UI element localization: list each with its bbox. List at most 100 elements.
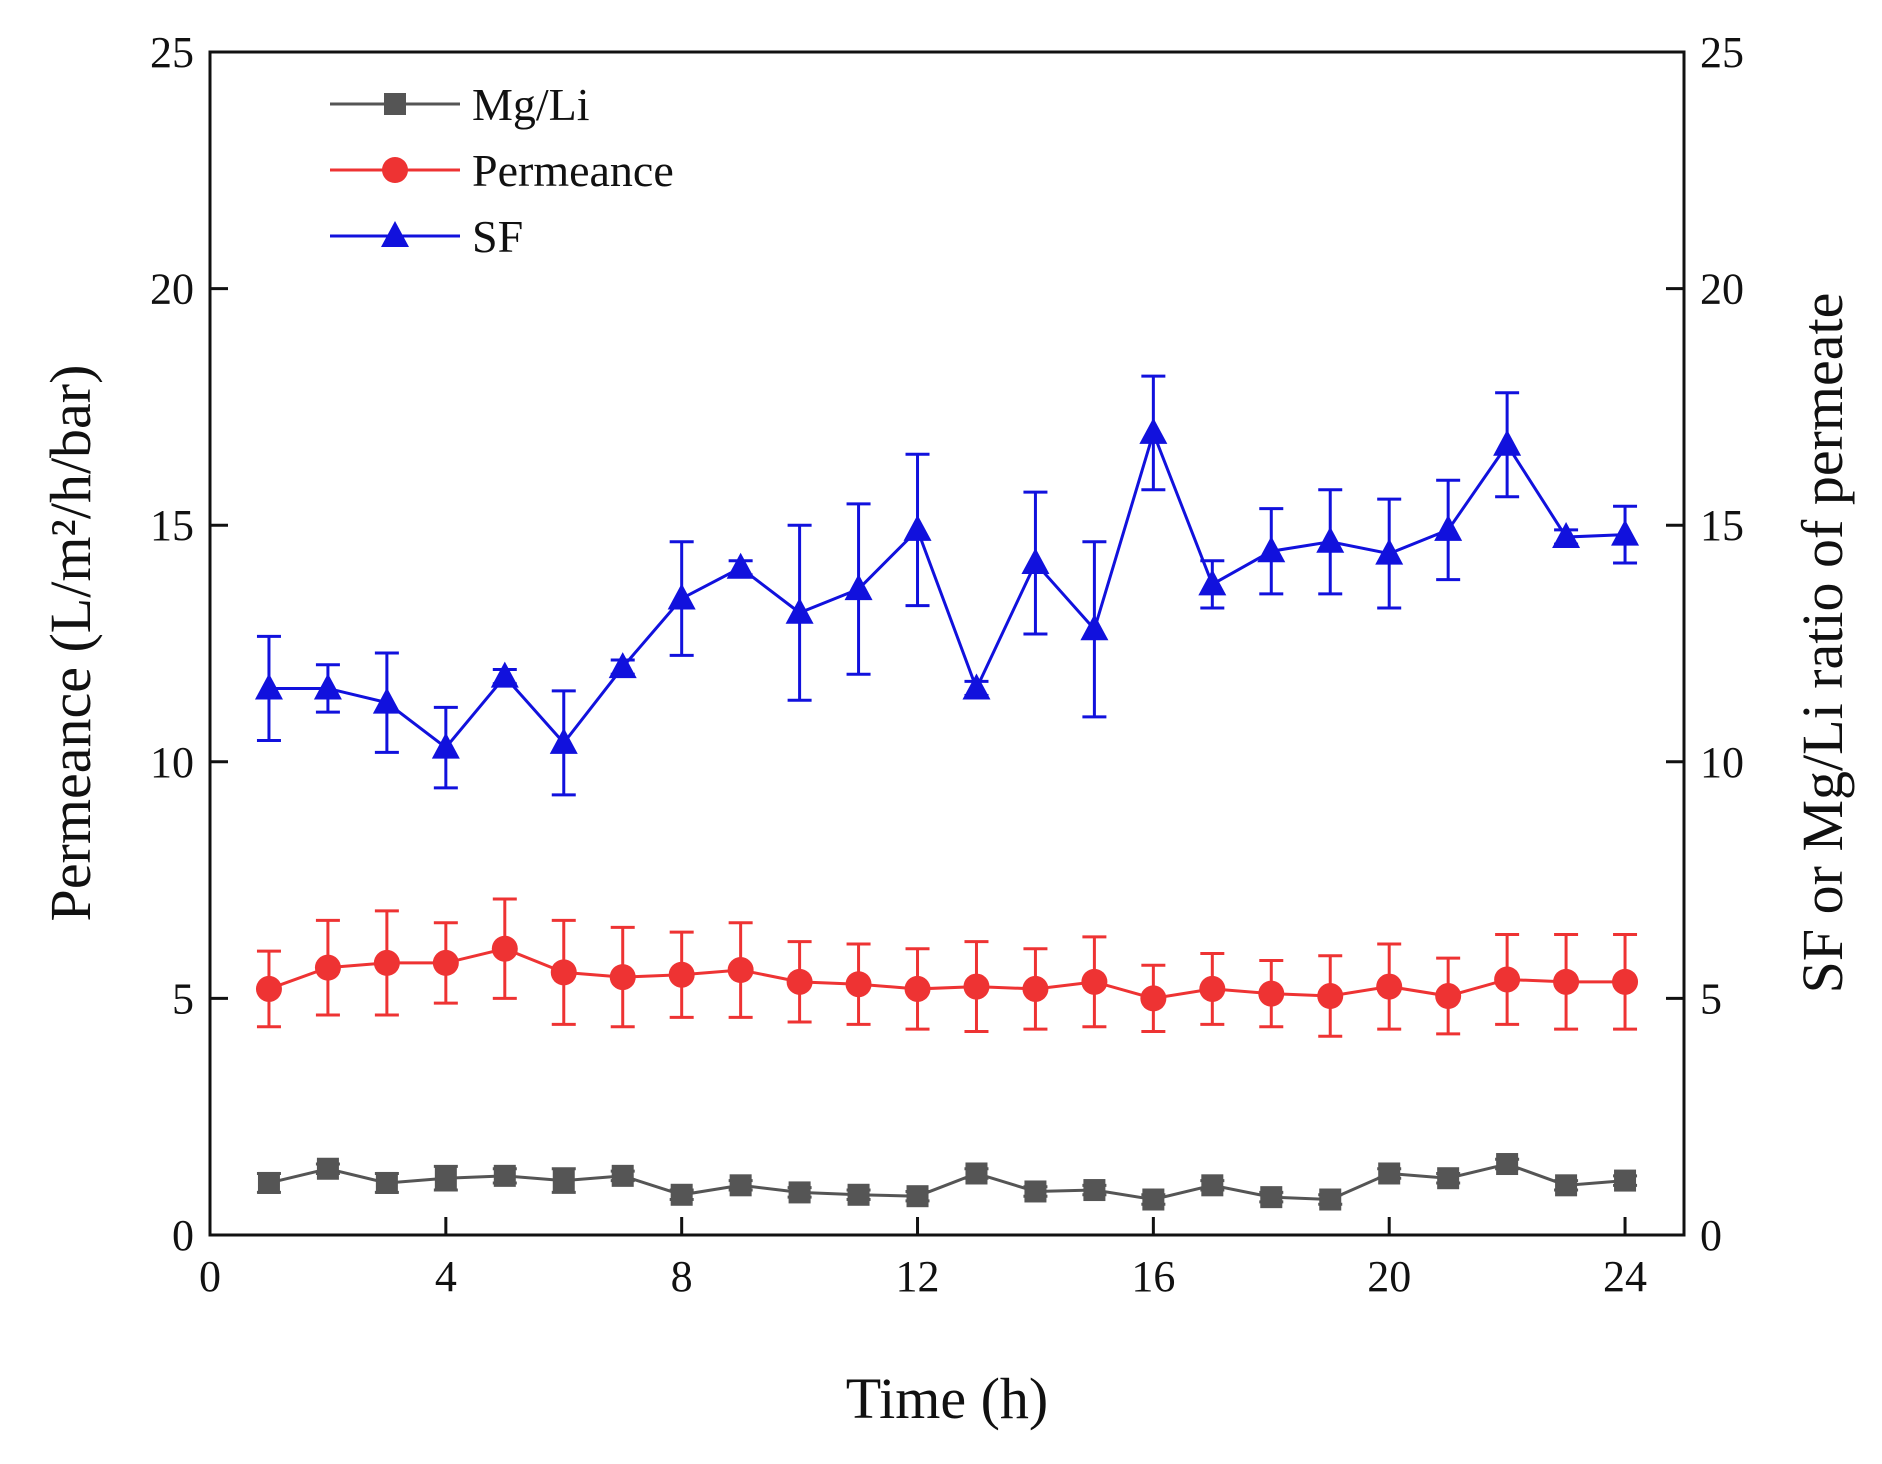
y-right-tick-label: 25	[1700, 28, 1744, 77]
x-tick-label: 24	[1603, 1252, 1647, 1301]
data-point	[1139, 417, 1168, 444]
legend-marker	[381, 221, 409, 247]
axis-ticks	[208, 50, 1684, 1237]
data-point	[1199, 975, 1226, 1002]
data-point	[963, 973, 990, 1000]
legend: Mg/Li Permeance SF	[330, 79, 674, 262]
data-point	[1198, 569, 1227, 596]
data-point	[609, 964, 636, 991]
data-point	[788, 1181, 811, 1204]
data-point	[313, 673, 342, 700]
data-point	[432, 949, 459, 976]
data-point	[1375, 538, 1404, 565]
data-point	[844, 574, 873, 601]
legend-label: Permeance	[472, 145, 674, 196]
data-point	[786, 968, 813, 995]
data-point	[1435, 983, 1462, 1010]
data-point	[1552, 522, 1581, 549]
legend-item: SF	[330, 211, 523, 262]
data-point	[1080, 614, 1109, 641]
legend-label: SF	[472, 211, 523, 262]
y-right-tick-label: 5	[1700, 974, 1722, 1023]
data-point	[845, 971, 872, 998]
data-point	[962, 673, 991, 700]
data-point	[1316, 526, 1345, 553]
x-tick-label: 12	[896, 1252, 940, 1301]
legend-label: Mg/Li	[472, 79, 590, 130]
data-point	[729, 1174, 752, 1197]
data-point	[847, 1183, 870, 1206]
data-point	[668, 961, 695, 988]
series-mg-li	[256, 1153, 1638, 1211]
data-point	[1437, 1167, 1460, 1190]
y-left-tick-label: 20	[150, 265, 194, 314]
y-left-tick-label: 0	[172, 1211, 194, 1260]
y-right-tick-label: 0	[1700, 1211, 1722, 1260]
data-point	[1614, 1169, 1637, 1192]
data-point	[1555, 1174, 1578, 1197]
plot-series	[254, 374, 1640, 1211]
data-point	[372, 687, 401, 714]
data-point	[670, 1183, 693, 1206]
data-point	[1201, 1174, 1224, 1197]
data-point	[1021, 548, 1050, 575]
y-left-tick-label: 10	[150, 738, 194, 787]
data-point	[903, 514, 932, 541]
data-point	[549, 727, 578, 754]
data-point	[552, 1169, 575, 1192]
legend-item: Mg/Li	[330, 79, 590, 130]
series-line	[268, 428, 1626, 750]
series-line	[268, 947, 1626, 1000]
data-point	[608, 652, 637, 679]
data-point	[904, 975, 931, 1002]
data-point	[1257, 536, 1286, 563]
y-left-tick-label: 15	[150, 501, 194, 550]
data-point	[373, 949, 400, 976]
data-point	[493, 1164, 516, 1187]
data-point	[1376, 973, 1403, 1000]
plot-frame	[208, 50, 1686, 1237]
data-point	[491, 935, 518, 962]
x-tick-label: 8	[671, 1252, 693, 1301]
series-line	[268, 1162, 1626, 1202]
data-point	[1612, 968, 1639, 995]
data-point	[550, 959, 577, 986]
data-point	[1317, 983, 1344, 1010]
data-point	[1081, 968, 1108, 995]
data-point	[255, 975, 282, 1002]
data-point	[1494, 966, 1521, 993]
data-point	[906, 1185, 929, 1208]
data-point	[726, 552, 755, 579]
data-point	[1319, 1188, 1342, 1211]
data-point	[965, 1162, 988, 1185]
data-point	[727, 957, 754, 984]
y-axis-left-title: Permeance (L/m²/h/bar)	[38, 365, 103, 922]
y-right-tick-label: 20	[1700, 265, 1744, 314]
y-left-tick-label: 5	[172, 974, 194, 1023]
x-tick-label: 20	[1367, 1252, 1411, 1301]
data-point	[1493, 429, 1522, 456]
data-point	[1378, 1162, 1401, 1185]
x-axis-title: Time (h)	[846, 1366, 1049, 1431]
data-point	[1496, 1153, 1519, 1176]
data-point	[1022, 975, 1049, 1002]
y-right-tick-label: 15	[1700, 501, 1744, 550]
x-tick-label: 4	[435, 1252, 457, 1301]
data-point	[257, 1171, 280, 1194]
data-point	[316, 1157, 339, 1180]
x-tick-label: 0	[199, 1252, 221, 1301]
legend-marker	[384, 93, 406, 115]
data-point	[1140, 985, 1167, 1012]
data-point	[1258, 980, 1285, 1007]
y-axis-right-title: SF or Mg/Li ratio of permeate	[1790, 293, 1855, 994]
data-point	[667, 583, 696, 610]
data-point	[314, 954, 341, 981]
data-point	[434, 1167, 457, 1190]
data-point	[785, 597, 814, 624]
data-point	[1553, 968, 1580, 995]
y-right-tick-label: 10	[1700, 738, 1744, 787]
data-point	[254, 673, 283, 700]
data-point	[611, 1164, 634, 1187]
